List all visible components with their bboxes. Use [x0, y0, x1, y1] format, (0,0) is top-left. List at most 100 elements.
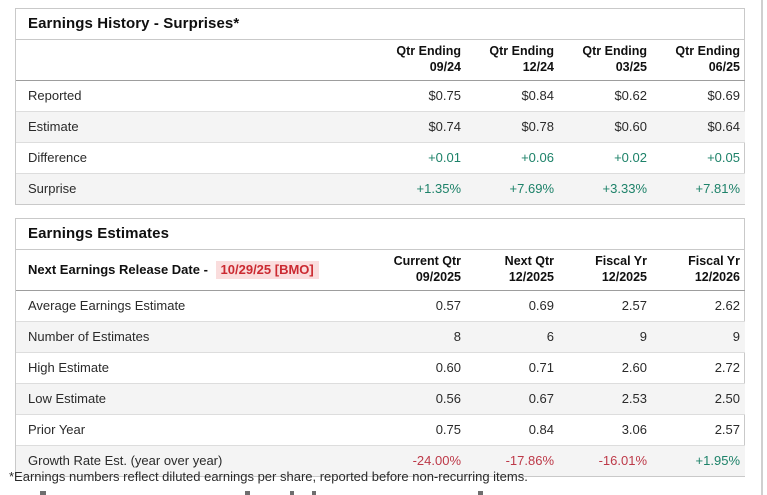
table-row: Low Estimate 0.56 0.67 2.53 2.50: [16, 383, 745, 415]
column-header-line1: Qtr Ending: [582, 44, 647, 58]
row-label: Estimate: [28, 119, 79, 135]
cell-value: -17.86%: [505, 453, 554, 469]
cell-value: +0.06: [521, 150, 554, 166]
cell-value: $0.84: [521, 88, 554, 104]
cell-value: $0.60: [614, 119, 647, 135]
row-label: Number of Estimates: [28, 329, 150, 345]
row-label: Reported: [28, 88, 82, 104]
row-label: Growth Rate Est. (year over year): [28, 453, 223, 469]
column-header-line2: 12/2025: [601, 269, 647, 284]
column-header-line1: Qtr Ending: [675, 44, 740, 58]
cutoff-content-sliver: [290, 491, 294, 495]
earnings-history-section: Earnings History - Surprises* Qtr Ending…: [15, 8, 745, 206]
table-row: Reported $0.75 $0.84 $0.62 $0.69: [16, 81, 745, 112]
column-header-line2: 12/2026: [694, 269, 740, 284]
earnings-history-title: Earnings History - Surprises*: [16, 9, 744, 40]
cell-value: -24.00%: [412, 453, 461, 469]
column-header: Qtr Ending 06/25: [652, 40, 745, 82]
cell-value: +3.33%: [602, 181, 647, 197]
table-row: Difference +0.01 +0.06 +0.02 +0.05: [16, 142, 745, 174]
cell-value: +0.02: [614, 150, 647, 166]
column-header-line2: 09/2025: [415, 269, 461, 284]
cell-value: 0.84: [528, 422, 554, 438]
column-header-line1: Next Qtr: [504, 254, 554, 268]
earnings-history-table: Qtr Ending 09/24 Qtr Ending 12/24 Qtr En…: [16, 40, 745, 205]
cutoff-content-sliver: [40, 491, 46, 495]
column-header-line2: 09/24: [429, 59, 461, 74]
column-header: Fiscal Yr 12/2026: [652, 250, 745, 292]
column-header: Next Qtr 12/2025: [466, 250, 559, 292]
earnings-estimates-section: Earnings Estimates Next Earnings Release…: [15, 218, 745, 478]
cell-value: 2.60: [621, 360, 647, 376]
column-header: Qtr Ending 09/24: [373, 40, 466, 82]
row-label: Prior Year: [28, 422, 86, 438]
cell-value: +7.69%: [509, 181, 554, 197]
column-header-line2: 12/24: [522, 59, 554, 74]
cell-value: 0.57: [435, 298, 461, 314]
cell-value: +0.01: [428, 150, 461, 166]
cell-value: 0.69: [528, 298, 554, 314]
cell-value: 2.57: [621, 298, 647, 314]
cell-value: $0.78: [521, 119, 554, 135]
column-header: Fiscal Yr 12/2025: [559, 250, 652, 292]
header-row: Qtr Ending 09/24 Qtr Ending 12/24 Qtr En…: [16, 40, 745, 82]
column-header-line2: 12/2025: [508, 269, 554, 284]
cell-value: $0.74: [428, 119, 461, 135]
cutoff-content-sliver: [312, 491, 316, 495]
table-row: Estimate $0.74 $0.78 $0.60 $0.64: [16, 111, 745, 143]
row-label: High Estimate: [28, 360, 109, 376]
table-row: Growth Rate Est. (year over year) -24.00%…: [16, 445, 745, 477]
cell-value: 9: [639, 329, 647, 345]
cell-value: 0.56: [435, 391, 461, 407]
cell-value: 8: [453, 329, 461, 345]
cell-value: $0.64: [707, 119, 740, 135]
column-header-line1: Qtr Ending: [396, 44, 461, 58]
cell-value: +1.35%: [416, 181, 461, 197]
table-row: Average Earnings Estimate 0.57 0.69 2.57 2.6…: [16, 291, 745, 322]
cell-value: 3.06: [621, 422, 647, 438]
column-header: Qtr Ending 03/25: [559, 40, 652, 82]
column-header: Current Qtr 09/2025: [373, 250, 466, 292]
earnings-estimates-title: Earnings Estimates: [16, 219, 744, 250]
cell-value: 2.50: [714, 391, 740, 407]
cutoff-content-sliver: [245, 491, 250, 495]
column-header-line1: Fiscal Yr: [595, 254, 647, 268]
row-label: Difference: [28, 150, 88, 166]
cell-value: 0.71: [528, 360, 554, 376]
earnings-estimates-table: Next Earnings Release Date - 10/29/25 [B…: [16, 250, 745, 477]
cell-value: 0.67: [528, 391, 554, 407]
cell-value: +1.95%: [695, 453, 740, 469]
column-header-line2: 03/25: [615, 59, 647, 74]
cell-value: 0.75: [435, 422, 461, 438]
release-date-badge: 10/29/25 [BMO]: [215, 260, 319, 279]
cell-value: +7.81%: [695, 181, 740, 197]
row-label: Surprise: [28, 181, 77, 197]
row-label: Low Estimate: [28, 391, 107, 407]
header-row: Next Earnings Release Date - 10/29/25 [B…: [16, 250, 745, 292]
cell-value: 2.53: [621, 391, 647, 407]
cell-value: $0.62: [614, 88, 647, 104]
earnings-footnote: *Earnings numbers reflect diluted earnin…: [9, 469, 528, 484]
column-header-line2: 06/25: [708, 59, 740, 74]
release-date-label: Next Earnings Release Date -: [28, 261, 208, 277]
next-earnings-release: Next Earnings Release Date - 10/29/25 [B…: [16, 250, 373, 292]
column-header-line1: Fiscal Yr: [688, 254, 740, 268]
cell-value: +0.05: [707, 150, 740, 166]
table-row: Number of Estimates 8 6 9 9: [16, 321, 745, 353]
column-header: Qtr Ending 12/24: [466, 40, 559, 82]
cell-value: 2.72: [714, 360, 740, 376]
cell-value: -16.01%: [598, 453, 647, 469]
table-row: Surprise +1.35% +7.69% +3.33% +7.81%: [16, 173, 745, 205]
cutoff-content-sliver: [478, 491, 483, 495]
cell-value: 2.57: [714, 422, 740, 438]
cell-value: 9: [732, 329, 740, 345]
cell-value: $0.75: [428, 88, 461, 104]
header-spacer: [16, 40, 373, 82]
row-label: Average Earnings Estimate: [28, 298, 186, 314]
column-header-line1: Current Qtr: [393, 254, 461, 268]
cell-value: 0.60: [435, 360, 461, 376]
table-row: High Estimate 0.60 0.71 2.60 2.72: [16, 352, 745, 384]
cell-value: $0.69: [707, 88, 740, 104]
column-header-line1: Qtr Ending: [489, 44, 554, 58]
right-container-border: [761, 0, 763, 495]
